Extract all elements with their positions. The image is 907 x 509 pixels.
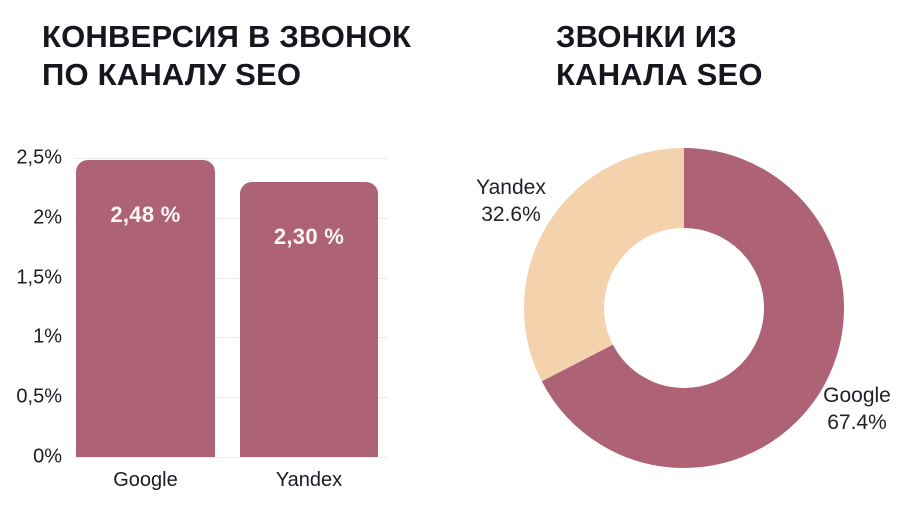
gridline-2% [74,217,388,219]
donut-label-google-name: Google [823,384,891,407]
donut-chart [524,148,844,468]
bar-chart: 2,48 % 2,30 % 2,5% 2% 1,5% 1% 0,5% 0% Google Yan… [0,144,430,504]
donut-chart-title-line2: КАНАЛА SEO [556,57,763,92]
bar-chart-title: КОНВЕРСИЯ В ЗВОНОК ПО КАНАЛУ SEO [42,18,411,94]
gridline-2,5% [74,158,388,159]
y-axis-tick-label: 2% [33,206,62,229]
donut-label-yandex-name: Yandex [476,176,546,199]
gridline-0,5% [74,397,388,399]
donut-label-yandex-percent: 32.6% [481,203,541,226]
y-axis-tick-label: 1% [33,325,62,348]
donut-chart-title-line1: ЗВОНКИ ИЗ [556,19,737,54]
donut-chart-title: ЗВОНКИ ИЗ КАНАЛА SEO [556,18,763,94]
gridline-1% [74,337,388,339]
gridline-1,5% [74,277,388,279]
y-axis-tick-label: 1,5% [16,266,62,289]
bar-chart-title-line1: КОНВЕРСИЯ В ЗВОНОК [42,19,412,54]
bar-chart-title-line2: ПО КАНАЛУ SEO [42,57,302,92]
bar-yandex: 2,30 % [240,181,378,457]
y-axis-tick-label: 0% [33,445,62,468]
donut-label-google: Google 67.4% [797,382,907,436]
bar-google: 2,48 % [76,160,215,457]
donut-segment-yandex [524,148,844,468]
gridline-0% [74,457,388,458]
donut-label-google-percent: 67.4% [827,411,887,434]
bar-value-label: 2,30 % [273,223,345,249]
y-axis-tick-label: 0,5% [16,385,62,408]
bar-value-label: 2,48 % [110,202,181,228]
y-axis-tick-label: 2,5% [16,146,62,169]
x-axis-category-label: Google [113,469,178,491]
bar-chart-plot-area: 2,48 % 2,30 % [74,158,388,458]
donut-label-yandex: Yandex 32.6% [451,174,571,228]
x-axis-category-label: Yandex [275,469,343,491]
